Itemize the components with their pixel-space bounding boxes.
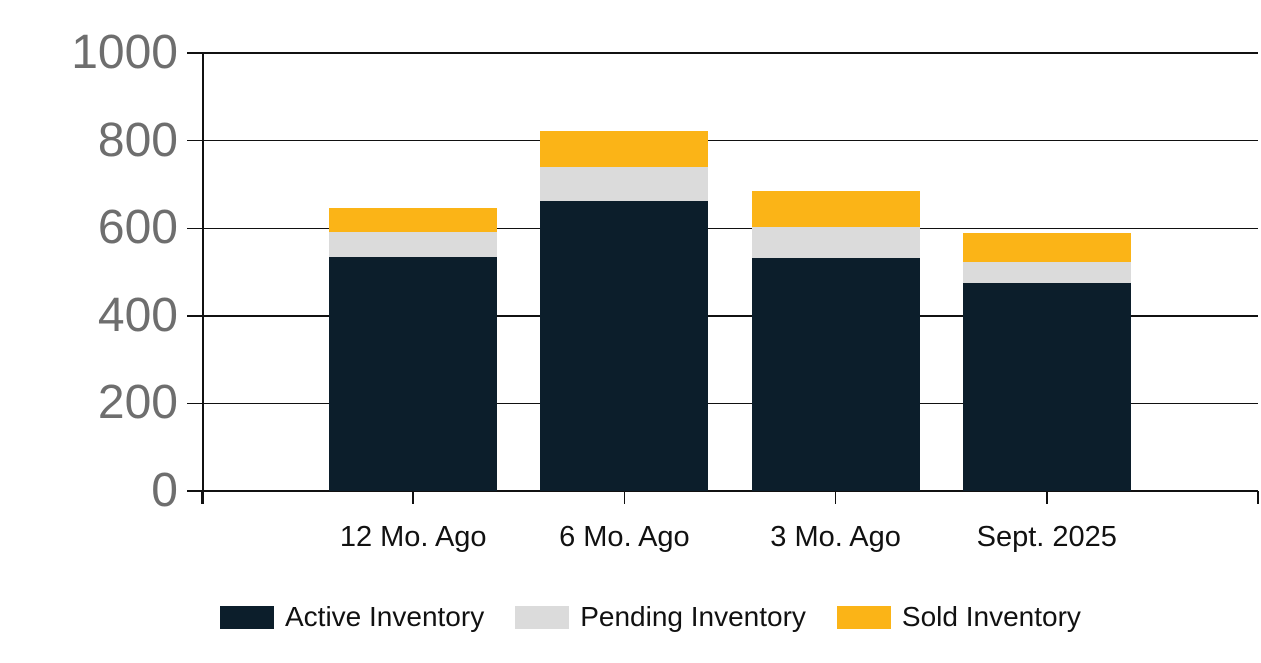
x-axis-category-label: 3 Mo. Ago	[770, 521, 901, 553]
legend-swatch-active	[220, 605, 274, 629]
y-axis-tick-label: 400	[97, 288, 178, 342]
legend-item-pending: Pending Inventory	[515, 602, 806, 632]
bar-3-mo-ago-segment-sold	[751, 191, 920, 227]
y-axis-tick-label: 200	[97, 376, 178, 430]
gridline-200	[187, 402, 1258, 405]
legend-item-active: Active Inventory	[220, 602, 484, 632]
y-axis-tick-label: 600	[97, 201, 178, 255]
x-axis-tick	[1257, 491, 1259, 504]
legend-swatch-pending	[515, 605, 570, 629]
x-axis-tick	[201, 491, 203, 504]
bar-6-mo-ago-segment-pending	[540, 167, 709, 201]
gridline-400	[187, 315, 1258, 317]
legend-label: Active Inventory	[285, 601, 485, 632]
y-axis-tick-label: 1000	[71, 26, 178, 79]
bar-3-mo-ago-segment-pending	[751, 226, 920, 258]
bar-12-mo-ago-segment-active	[329, 257, 498, 491]
x-axis-tick	[412, 491, 414, 504]
gridline-600	[187, 227, 1258, 229]
bar-sept-2025-segment-active	[962, 282, 1131, 491]
chart-legend: Active Inventory Pending Inventory Sold In…	[220, 602, 1081, 632]
bar-6-mo-ago-segment-sold	[540, 130, 709, 168]
x-axis-category-label: Sept. 2025	[976, 521, 1117, 553]
y-axis-tick-label: 0	[151, 464, 178, 517]
x-axis-category-label: 12 Mo. Ago	[339, 521, 487, 553]
y-axis-line	[202, 53, 204, 504]
x-axis-category-label: 6 Mo. Ago	[559, 521, 690, 553]
gridline-800	[187, 139, 1258, 142]
legend-item-sold: Sold Inventory	[836, 601, 1081, 632]
legend-label: Pending Inventory	[580, 601, 806, 632]
bar-3-mo-ago-segment-active	[751, 257, 920, 491]
bar-sept-2025-segment-sold	[962, 233, 1131, 262]
bar-6-mo-ago-segment-active	[540, 200, 709, 491]
bar-sept-2025-segment-pending	[962, 261, 1131, 283]
x-axis-tick	[623, 491, 626, 504]
legend-label: Sold Inventory	[901, 601, 1081, 632]
gridline-0	[187, 490, 1258, 493]
x-axis-tick	[1046, 491, 1048, 504]
x-axis-tick	[834, 491, 837, 504]
y-axis-tick-label: 800	[97, 113, 178, 167]
legend-swatch-sold	[836, 605, 891, 629]
bar-12-mo-ago-segment-sold	[329, 207, 498, 233]
gridline-1000	[187, 52, 1258, 54]
bar-12-mo-ago-segment-pending	[329, 232, 498, 258]
